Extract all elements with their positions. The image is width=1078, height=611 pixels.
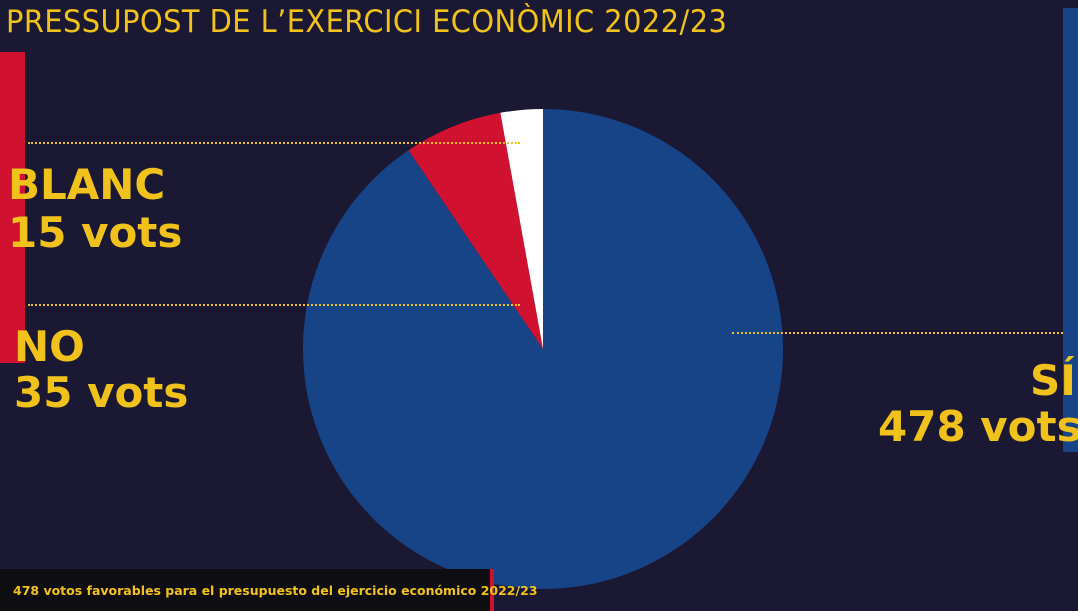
label-no-votes: 35 vots [14,368,189,417]
leader-line-blanc [28,142,520,144]
right-blue-bar [1063,8,1078,452]
caption-text: 478 votos favorables para el presupuesto… [13,583,538,598]
chart-title: PRESSUPOST DE L’EXERCICI ECONÒMIC 2022/2… [6,4,728,40]
caption-bar: 478 votos favorables para el presupuesto… [0,569,537,611]
label-si-name: SÍ [1030,356,1076,405]
leader-line-no [28,304,520,306]
label-blanc-name: BLANC [8,160,166,209]
pie-slice-no [408,112,543,349]
pie-slice-blanc [500,109,543,349]
leader-line-si [732,332,1063,334]
left-red-bar [0,52,25,363]
label-no-name: NO [14,322,85,371]
pie-slice-si [302,109,783,589]
label-blanc-votes: 15 vots [8,208,183,257]
label-si-votes: 478 vots [878,402,1078,451]
